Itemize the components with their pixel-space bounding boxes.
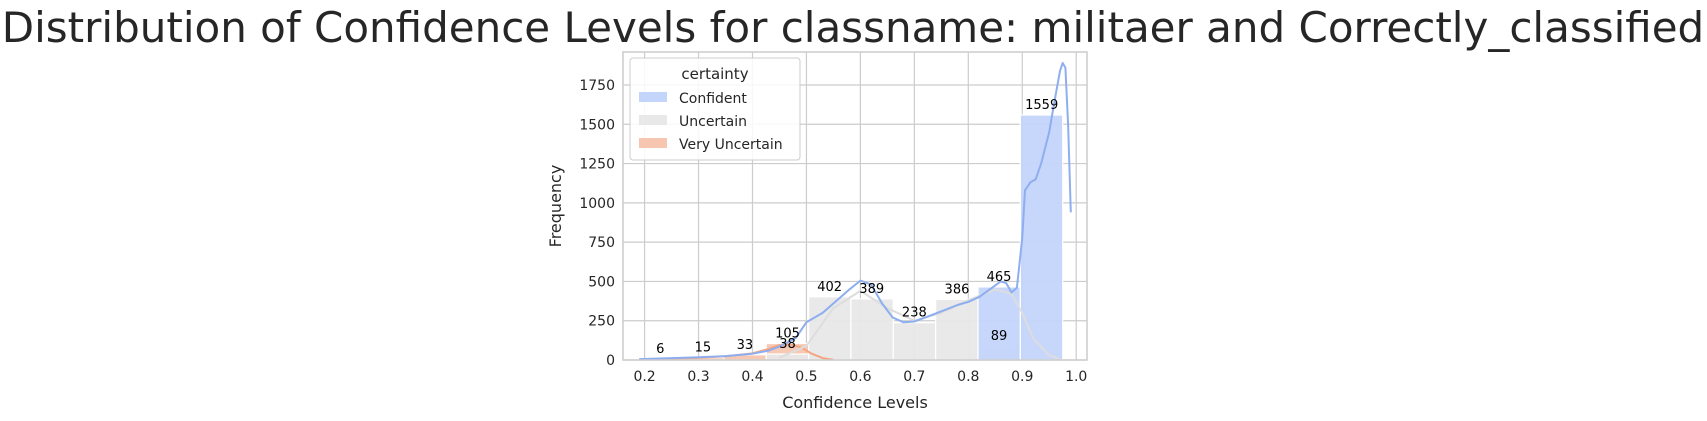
bar-value-label: 6 (656, 342, 664, 357)
bar-value-label: 105 (775, 327, 800, 342)
histogram-bars (638, 114, 1064, 361)
bar-uncertain (892, 322, 937, 361)
x-tick-label: 0.7 (903, 369, 925, 385)
y-tick-label: 1000 (579, 196, 615, 212)
bar-value-label: 15 (695, 341, 712, 356)
legend-label-confident: Confident (679, 91, 747, 107)
legend-swatch-uncertain (639, 115, 667, 125)
y-tick-label: 0 (606, 353, 615, 369)
bar-value-label: 386 (945, 282, 970, 297)
kde-line-confident (639, 62, 1072, 361)
y-tick-label: 1750 (579, 78, 615, 94)
x-axis-ticks: 0.2 0.3 0.4 0.5 0.6 0.7 0.8 0.9 1.0 (633, 369, 1087, 385)
kde-curves (639, 62, 1072, 361)
y-tick-label: 500 (588, 274, 615, 290)
bar-value-label: 402 (817, 280, 842, 295)
chart-title: Distribution of Confidence Levels for cl… (2, 3, 1704, 52)
x-tick-label: 1.0 (1065, 369, 1087, 385)
y-tick-label: 250 (588, 314, 615, 330)
x-axis-label: Confidence Levels (782, 393, 928, 412)
bar-value-label: 465 (987, 270, 1012, 285)
legend-box (629, 57, 801, 161)
bar-value-label: 89 (991, 329, 1008, 344)
legend: certainty Confident Uncertain Very Uncer… (629, 57, 801, 161)
legend-label-uncertain: Uncertain (679, 114, 747, 130)
x-tick-label: 0.9 (1011, 369, 1033, 385)
legend-title: certainty (681, 65, 748, 83)
x-tick-label: 0.3 (687, 369, 709, 385)
bar-confident (1019, 114, 1064, 361)
legend-swatch-very-uncertain (639, 138, 667, 148)
bar-value-label: 389 (859, 282, 884, 297)
legend-swatch-confident (639, 92, 667, 102)
x-tick-label: 0.8 (957, 369, 979, 385)
x-tick-label: 0.5 (795, 369, 817, 385)
x-tick-label: 0.6 (849, 369, 871, 385)
bar-value-label: 238 (902, 306, 927, 321)
x-tick-label: 0.2 (633, 369, 655, 385)
y-tick-label: 750 (588, 235, 615, 251)
plot-frame (622, 51, 1088, 361)
bar-value-label: 33 (737, 338, 754, 353)
bar-uncertain (935, 298, 979, 361)
bar-value-label: 1559 (1025, 98, 1058, 113)
legend-label-very-uncertain: Very Uncertain (679, 137, 783, 153)
y-axis-label: Frequency (546, 165, 565, 248)
x-tick-label: 0.4 (741, 369, 763, 385)
grid-lines (623, 52, 1087, 361)
bar-value-label: 38 (779, 337, 796, 352)
y-tick-label: 1500 (579, 117, 615, 133)
y-tick-label: 1250 (579, 157, 615, 173)
y-axis-ticks: 0 250 500 750 1000 1250 1500 1750 (579, 78, 615, 369)
